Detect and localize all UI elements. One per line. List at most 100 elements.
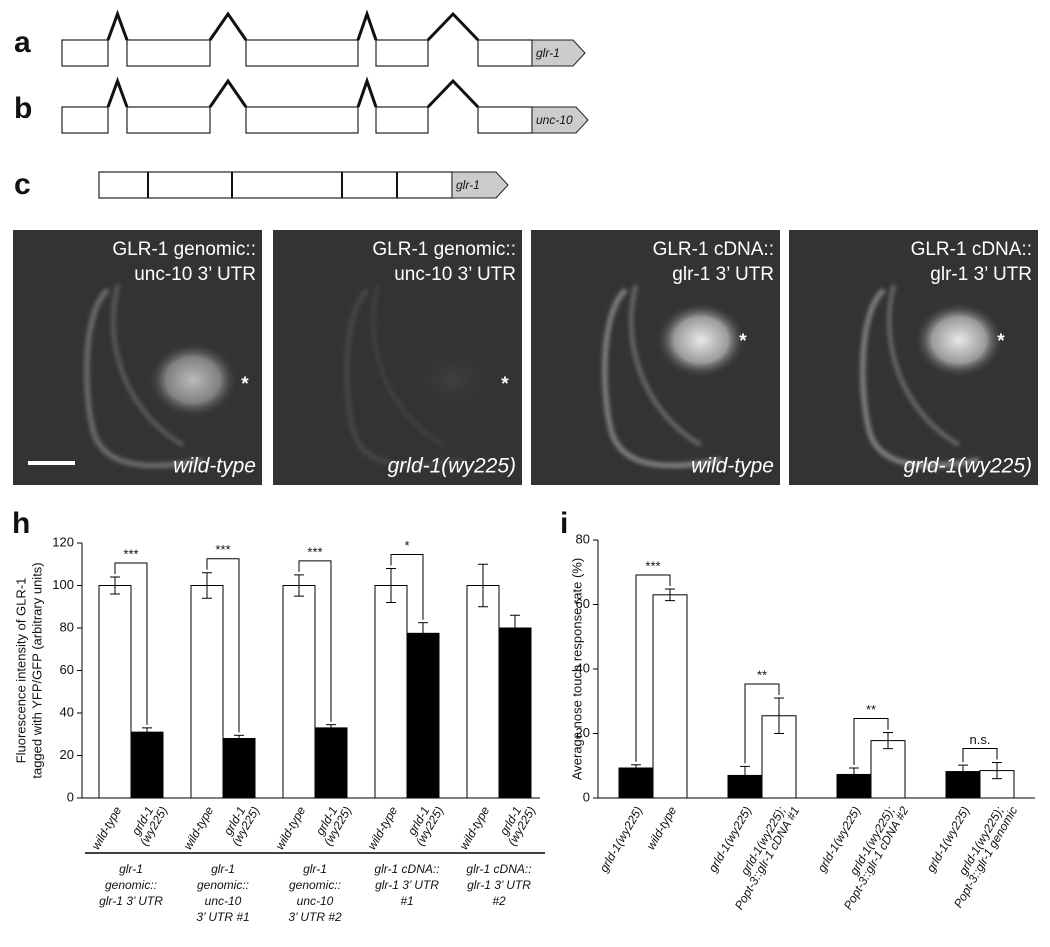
intron — [426, 11, 480, 42]
neurite — [111, 284, 185, 447]
exon — [375, 39, 429, 67]
gene-label: unc-10 — [536, 113, 573, 127]
group-label: #2 — [492, 894, 506, 908]
significance-label: *** — [123, 546, 138, 561]
cell-body — [656, 302, 746, 378]
group-label: #1 — [400, 894, 413, 908]
significance-label: *** — [645, 558, 660, 573]
exon — [245, 106, 359, 134]
exon — [126, 39, 211, 67]
y-tick-label: 0 — [67, 789, 74, 804]
asterisk: * — [241, 374, 249, 395]
asterisk: * — [739, 331, 747, 352]
neurite — [602, 288, 722, 469]
intron — [208, 11, 248, 41]
bar — [374, 585, 408, 799]
exon — [61, 39, 109, 67]
intron — [208, 78, 248, 108]
x-tick-label: grld-1(wy225) — [597, 804, 646, 875]
image-caption: glr-1 3’ UTR — [930, 264, 1032, 285]
bar — [618, 767, 654, 799]
bar — [98, 585, 132, 799]
exon — [98, 171, 453, 199]
significance-bracket — [390, 554, 424, 620]
panel-label: b — [14, 92, 32, 125]
y-axis-label: Average nose touch response rate (%) — [569, 558, 584, 780]
y-tick-label: 20 — [576, 725, 590, 740]
intron — [356, 76, 378, 108]
group-label: genomic:: — [289, 878, 341, 892]
x-tick-label: wild-type — [644, 804, 680, 852]
significance-label: * — [404, 538, 409, 553]
neurite — [344, 288, 464, 469]
y-tick-label: 20 — [60, 747, 74, 762]
asterisk: * — [997, 331, 1005, 352]
genotype-label: wild-type — [173, 455, 256, 478]
significance-label: ** — [757, 667, 767, 682]
significance-label: ** — [866, 702, 876, 717]
panel-label: a — [14, 26, 31, 59]
neurite — [84, 288, 204, 469]
group-label: glr-1 — [303, 862, 327, 876]
bar — [222, 738, 256, 799]
neurite — [629, 284, 703, 447]
group-label: glr-1 — [211, 862, 235, 876]
image-caption: glr-1 3’ UTR — [672, 264, 774, 285]
group-label: glr-1 3’ UTR — [467, 878, 531, 892]
group-label: glr-1 — [119, 862, 143, 876]
genotype-label: wild-type — [691, 455, 774, 478]
genotype-label: grld-1(wy225) — [388, 455, 516, 478]
panel-label: c — [14, 168, 31, 201]
bar — [870, 740, 906, 799]
bar — [498, 627, 532, 799]
significance-label: n.s. — [970, 732, 991, 747]
bar — [314, 727, 348, 799]
y-tick-label: 0 — [583, 789, 590, 804]
utr-tag — [451, 171, 509, 199]
bar — [652, 594, 688, 799]
y-axis-label: tagged with YFP/GFP (arbitrary units) — [29, 562, 44, 778]
utr-tag — [531, 106, 589, 134]
significance-bracket — [206, 558, 240, 733]
x-tick-label: wild-type — [365, 804, 401, 852]
y-tick-label: 40 — [576, 660, 590, 675]
image-caption: unc-10 3’ UTR — [134, 264, 256, 285]
y-tick-label: 100 — [52, 577, 74, 592]
image-caption: unc-10 3’ UTR — [394, 264, 516, 285]
significance-label: *** — [307, 544, 322, 559]
y-tick-label: 80 — [60, 619, 74, 634]
y-tick-label: 40 — [60, 704, 74, 719]
charts: 0 20 40 60 80 100 120 Fluorescence intensity of… — [13, 531, 1035, 924]
genotype-label: grld-1(wy225) — [904, 455, 1032, 478]
group-label: 3’ UTR #1 — [196, 910, 249, 924]
cell-body — [408, 342, 498, 418]
significance-bracket — [744, 683, 780, 764]
y-tick-label: 60 — [60, 662, 74, 677]
significance-label: *** — [215, 542, 230, 557]
exon — [375, 106, 429, 134]
group-label: glr-1 cDNA:: — [466, 862, 531, 876]
bar — [406, 632, 440, 799]
significance-bracket — [635, 574, 671, 762]
bar — [190, 585, 224, 799]
utr-tag — [531, 39, 586, 67]
neurite — [887, 284, 961, 447]
group-label: unc-10 — [205, 894, 242, 908]
cell-body — [148, 342, 238, 418]
bar — [130, 731, 164, 799]
exon — [245, 39, 359, 67]
intron — [106, 9, 129, 41]
intron — [356, 9, 378, 41]
exon — [477, 106, 533, 134]
y-tick-label: 80 — [576, 531, 590, 546]
y-axis-label: Fluorescence intensity of GLR-1 — [13, 578, 28, 764]
significance-bracket — [853, 718, 889, 766]
neurite — [371, 284, 445, 447]
intron — [106, 76, 129, 108]
image-caption: GLR-1 genomic:: — [112, 239, 256, 260]
gene-diagrams: glr-1 unc-10 glr-1 — [61, 9, 589, 199]
exon — [477, 39, 533, 67]
significance-bracket — [114, 562, 148, 725]
